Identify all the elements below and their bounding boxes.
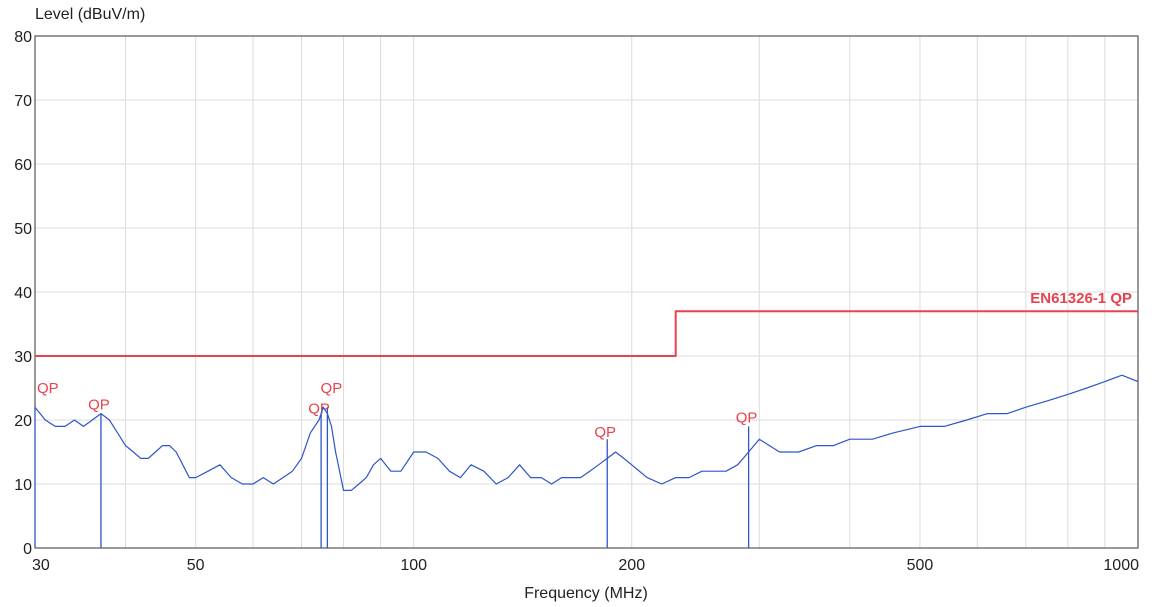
limit-line-label: EN61326-1 QP bbox=[1030, 290, 1132, 307]
x-axis-label: Frequency (MHz) bbox=[524, 585, 648, 602]
y-axis-ticks: 0 10 20 30 40 50 60 70 80 bbox=[14, 29, 32, 558]
qp-marker-label: QP bbox=[321, 380, 343, 397]
y-tick-label: 70 bbox=[14, 93, 32, 110]
y-tick-label: 10 bbox=[14, 477, 32, 494]
measurement-trace bbox=[34, 374, 1139, 491]
grid bbox=[34, 35, 1139, 549]
x-axis-ticks: 30 50 100 200 500 1000 bbox=[32, 557, 1139, 574]
qp-marker-label: QP bbox=[37, 380, 59, 397]
qp-marker-label: QP bbox=[594, 424, 616, 441]
qp-marker-label: QP bbox=[736, 409, 758, 426]
y-tick-label: 80 bbox=[14, 29, 32, 46]
y-tick-label: 20 bbox=[14, 413, 32, 430]
x-tick-label: 30 bbox=[32, 557, 50, 574]
qp-markers: QP QP QP QP QP QP bbox=[34, 380, 758, 548]
qp-marker-label: QP bbox=[308, 401, 330, 418]
x-tick-label: 500 bbox=[907, 557, 934, 574]
series-group bbox=[34, 310, 1139, 491]
y-tick-label: 30 bbox=[14, 349, 32, 366]
y-tick-label: 50 bbox=[14, 221, 32, 238]
y-tick-label: 0 bbox=[23, 541, 32, 558]
y-tick-label: 40 bbox=[14, 285, 32, 302]
y-tick-label: 60 bbox=[14, 157, 32, 174]
x-tick-label: 50 bbox=[187, 557, 205, 574]
x-tick-label: 1000 bbox=[1103, 557, 1139, 574]
plot-frame bbox=[34, 35, 1139, 549]
limit-line bbox=[35, 310, 1138, 357]
y-axis-label: Level (dBuV/m) bbox=[35, 6, 145, 23]
x-tick-label: 200 bbox=[618, 557, 645, 574]
x-tick-label: 100 bbox=[400, 557, 427, 574]
qp-marker-label: QP bbox=[88, 397, 110, 414]
